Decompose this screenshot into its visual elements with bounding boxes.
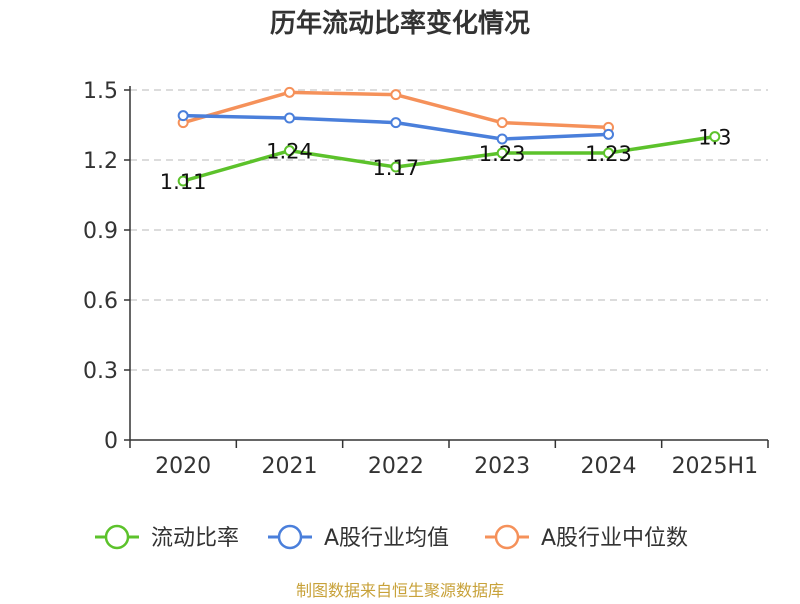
x-tick-label: 2022	[368, 454, 424, 479]
legend-label: A股行业中位数	[541, 526, 688, 551]
data-point	[603, 147, 614, 159]
x-tick-label: 2025H1	[672, 454, 759, 479]
y-tick-label: 0	[104, 429, 118, 454]
data-label-layer: 1.11 1.24 1.17 1.23 1.23 1.3	[160, 126, 732, 194]
legend-item[interactable]: A股行业均值	[268, 524, 449, 551]
data-point	[709, 131, 721, 143]
legend-marker	[277, 524, 303, 550]
data-point	[390, 161, 402, 173]
data-point	[496, 133, 508, 145]
data-point	[284, 86, 295, 98]
x-tick-label: 2024	[581, 454, 637, 479]
x-tick-label: 2020	[155, 454, 211, 479]
series-line	[182, 134, 716, 183]
data-point	[390, 117, 402, 129]
data-point	[284, 145, 295, 157]
data-point	[496, 117, 508, 129]
legend-item[interactable]: 流动比率	[95, 524, 239, 551]
data-point	[177, 175, 189, 187]
legend: 流动比率 A股行业均值 A股行业中位数	[95, 524, 688, 551]
y-tick-label: 1.5	[83, 79, 118, 104]
legend-label: A股行业均值	[324, 526, 449, 551]
data-point	[496, 147, 508, 159]
data-point	[603, 128, 614, 140]
legend-item[interactable]: A股行业中位数	[485, 524, 688, 551]
data-point	[284, 112, 295, 124]
legend-label: 流动比率	[151, 526, 239, 551]
legend-marker	[494, 524, 520, 550]
data-label: 1.3	[698, 126, 731, 150]
legend-marker	[104, 524, 130, 550]
y-tick-label: 0.6	[83, 289, 118, 314]
x-tick-label: 2023	[474, 454, 530, 479]
data-label: 1.11	[160, 170, 207, 194]
data-point	[177, 110, 189, 122]
data-label: 1.23	[585, 142, 632, 166]
y-tick-label: 1.2	[83, 149, 118, 174]
data-label: 1.23	[479, 142, 526, 166]
y-tick-label: 0.9	[83, 219, 118, 244]
source-note: 制图数据来自恒生聚源数据库	[296, 581, 504, 600]
data-point	[390, 89, 402, 101]
chart-title: 历年流动比率变化情况	[270, 8, 530, 39]
y-tick-label: 0.3	[83, 359, 118, 384]
data-label: 1.24	[266, 140, 313, 164]
x-tick-label: 2021	[262, 454, 318, 479]
series-layer	[177, 86, 721, 187]
data-label: 1.17	[372, 156, 419, 180]
axis-layer: 0 0.3 0.6 0.9 1.2 1.5 2020 2021 2022 2023 2024 2025…	[83, 79, 769, 479]
